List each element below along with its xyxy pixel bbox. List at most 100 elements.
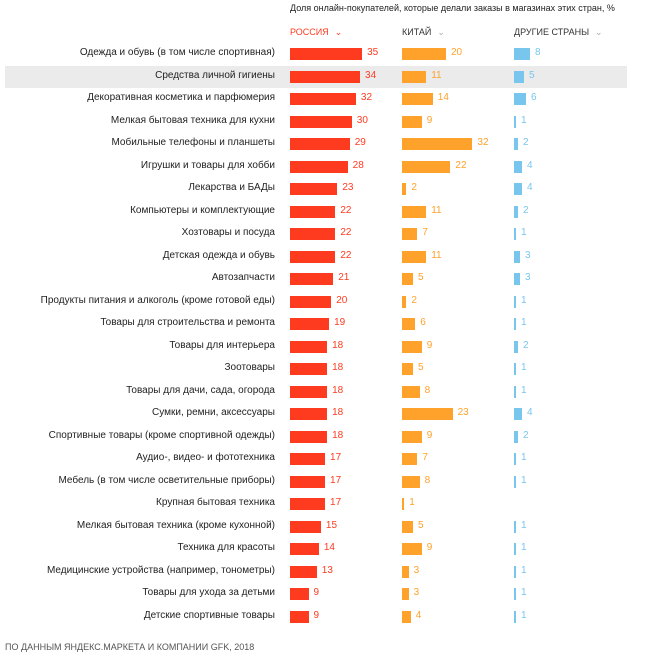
data-label: 18	[332, 339, 344, 351]
chart-row[interactable]: Товары для ухода за детьми 9 3 1	[5, 583, 627, 605]
data-label: 1	[409, 497, 415, 508]
category-label: Аудио-, видео- и фототехника	[136, 452, 275, 463]
bar-china	[402, 115, 422, 128]
data-label: 22	[340, 249, 352, 261]
data-label: 3	[413, 564, 420, 576]
data-label: 28	[352, 159, 364, 171]
data-label: 1	[521, 384, 527, 396]
data-label: 3	[525, 249, 531, 261]
data-label: 4	[527, 182, 533, 193]
column-header-other[interactable]: ДРУГИЕ СТРАНЫ ⌄	[514, 27, 603, 38]
data-label: 1	[521, 474, 527, 486]
data-label: 9	[313, 609, 320, 621]
data-label: 34	[365, 69, 377, 81]
chart-row[interactable]: Детская одежда и обувь 22 11 3	[5, 246, 627, 268]
chart-row[interactable]: Декоративная косметика и парфюмерия 32 14 6	[5, 88, 627, 110]
bar-russia	[290, 318, 330, 330]
chart-row[interactable]: Мелкая бытовая техника для кухни 30 9 1	[5, 111, 627, 133]
category-label: Одежда и обувь (в том числе спортивная)	[79, 47, 275, 58]
data-label: 2	[411, 182, 417, 193]
chart-row[interactable]: Детские спортивные товары 9 4 1	[5, 606, 627, 628]
chart-row[interactable]: Компьютеры и комплектующие 22 11 2	[5, 201, 627, 223]
chart-row[interactable]: Товары для дачи, сада, огорода 18 8 1	[5, 381, 627, 403]
chart-row[interactable]: Средства личной гигиены 34 11 5	[5, 65, 627, 88]
data-label: 6	[531, 92, 537, 103]
chart-row[interactable]: Медицинские устройства (например, тономе…	[5, 561, 627, 583]
chart-row[interactable]: Сумки, ремни, аксессуары 18 23 4	[5, 403, 627, 425]
data-label: 1	[521, 317, 527, 328]
bar-china	[402, 273, 413, 285]
data-label: 17	[330, 497, 342, 508]
chart-row[interactable]: Техника для красоты 14 9 1	[5, 538, 627, 560]
category-label: Мобильные телефоны и планшеты	[111, 137, 275, 148]
chart-row[interactable]: Крупная бытовая техника 17 1	[5, 493, 627, 515]
chart-row[interactable]: Мебель (в том числе осветительные прибор…	[5, 471, 627, 493]
chart-row[interactable]: Лекарства и БАДы 23 2 4	[5, 178, 627, 200]
data-label: 15	[325, 519, 338, 531]
chart-row[interactable]: Мобильные телефоны и планшеты 29 32 2	[5, 133, 627, 155]
data-label: 8	[535, 47, 541, 58]
bar-russia	[290, 430, 328, 443]
bar-china	[402, 565, 409, 578]
bar-russia	[290, 498, 326, 510]
column-header-label: ДРУГИЕ СТРАНЫ	[514, 27, 590, 37]
bar-china	[402, 610, 411, 623]
data-label: 17	[330, 452, 342, 463]
data-label: 21	[338, 272, 350, 283]
bar-russia	[290, 543, 319, 555]
data-label: 14	[437, 92, 449, 103]
data-label: 22	[455, 159, 467, 171]
category-label: Лекарства и БАДы	[188, 182, 275, 193]
bar-russia	[290, 520, 321, 533]
bar-china	[402, 228, 418, 240]
bar-china	[402, 70, 427, 83]
bar-other	[514, 48, 530, 60]
bar-china	[402, 340, 422, 353]
bar-russia	[290, 385, 328, 398]
data-label: 23	[342, 182, 354, 193]
category-label: Крупная бытовая техника	[156, 497, 275, 508]
bar-russia	[290, 250, 336, 263]
category-label: Спортивные товары (кроме спортивной одеж…	[48, 429, 275, 441]
data-label: 1	[521, 452, 527, 463]
column-header-russia[interactable]: РОССИЯ ⌄	[290, 27, 342, 38]
chevron-down-icon: ⌄	[595, 27, 603, 37]
bar-russia	[290, 160, 348, 173]
chart-row[interactable]: Одежда и обувь (в том числе спортивная) 3…	[5, 43, 627, 65]
chart-row[interactable]: Автозапчасти 21 5 3	[5, 268, 627, 290]
data-label: 2	[411, 294, 417, 306]
category-label: Игрушки и товары для хобби	[140, 159, 275, 171]
data-label: 9	[426, 114, 433, 126]
chart-row[interactable]: Спортивные товары (кроме спортивной одеж…	[5, 426, 627, 448]
chart-row[interactable]: Товары для строительства и ремонта 19 6 1	[5, 313, 627, 335]
bar-other	[514, 520, 516, 533]
data-label: 22	[340, 204, 352, 216]
bar-other	[514, 408, 522, 420]
data-label: 20	[451, 47, 463, 58]
data-label: 2	[523, 204, 529, 216]
category-label: Детские спортивные товары	[143, 609, 275, 621]
bar-russia	[290, 93, 356, 105]
bar-china	[402, 183, 407, 195]
chart-row[interactable]: Товары для интерьера 18 9 2	[5, 336, 627, 358]
chart-row[interactable]: Игрушки и товары для хобби 28 22 4	[5, 156, 627, 178]
bar-other	[514, 318, 516, 330]
category-label: Медицинские устройства (например, тономе…	[46, 564, 275, 576]
data-label: 29	[354, 137, 366, 148]
data-label: 19	[334, 317, 346, 328]
chart-row[interactable]: Мелкая бытовая техника (кроме кухонной) 1…	[5, 516, 627, 538]
chart-row[interactable]: Аудио-, видео- и фототехника 17 7 1	[5, 448, 627, 470]
bar-china	[402, 205, 427, 218]
chart-row[interactable]: Продукты питания и алкоголь (кроме готов…	[5, 291, 627, 313]
data-label: 20	[336, 294, 348, 306]
source-note: ПО ДАННЫМ ЯНДЕКС.МАРКЕТА И КОМПАНИИ GFK,…	[5, 642, 255, 652]
data-label: 18	[332, 362, 344, 373]
bar-russia	[290, 565, 317, 578]
column-header-china[interactable]: КИТАЙ ⌄	[402, 27, 445, 38]
chart-row[interactable]: Зоотовары 18 5 1	[5, 358, 627, 380]
column-header-label: РОССИЯ	[290, 27, 329, 37]
category-label: Товары для строительства и ремонта	[100, 317, 275, 328]
data-label: 1	[521, 362, 527, 373]
chart-row[interactable]: Хозтовары и посуда 22 7 1	[5, 223, 627, 245]
bar-other	[514, 183, 522, 195]
